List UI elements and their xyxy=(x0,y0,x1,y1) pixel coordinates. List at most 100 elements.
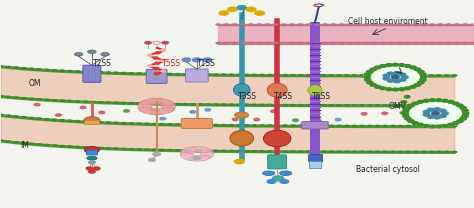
Circle shape xyxy=(405,104,411,107)
Circle shape xyxy=(374,74,381,77)
Circle shape xyxy=(240,23,246,26)
Circle shape xyxy=(113,121,119,124)
Ellipse shape xyxy=(151,107,174,115)
Circle shape xyxy=(281,23,287,26)
Circle shape xyxy=(438,23,443,26)
Circle shape xyxy=(366,70,373,73)
Circle shape xyxy=(0,139,4,142)
Circle shape xyxy=(21,67,27,70)
Circle shape xyxy=(267,150,273,153)
Circle shape xyxy=(0,95,4,98)
Circle shape xyxy=(382,125,388,127)
Circle shape xyxy=(447,100,454,103)
Circle shape xyxy=(408,120,414,123)
Circle shape xyxy=(267,104,273,106)
Circle shape xyxy=(359,74,365,77)
Ellipse shape xyxy=(264,130,291,147)
Ellipse shape xyxy=(139,98,163,106)
Circle shape xyxy=(336,150,342,153)
Text: T3SS: T3SS xyxy=(238,92,257,101)
Circle shape xyxy=(264,42,270,44)
Circle shape xyxy=(298,104,304,106)
Circle shape xyxy=(59,99,65,102)
Circle shape xyxy=(282,104,288,106)
Circle shape xyxy=(420,76,427,79)
Circle shape xyxy=(128,122,135,125)
Circle shape xyxy=(413,104,419,107)
Circle shape xyxy=(380,64,386,67)
Circle shape xyxy=(313,124,319,127)
Circle shape xyxy=(219,11,228,15)
Circle shape xyxy=(236,103,242,106)
Circle shape xyxy=(335,118,341,121)
Circle shape xyxy=(44,118,50,121)
Circle shape xyxy=(192,58,201,62)
Circle shape xyxy=(159,123,165,125)
Circle shape xyxy=(367,125,373,127)
Circle shape xyxy=(13,141,19,144)
Circle shape xyxy=(410,66,416,69)
Circle shape xyxy=(248,23,254,26)
Circle shape xyxy=(161,70,165,72)
Circle shape xyxy=(128,102,135,105)
Circle shape xyxy=(402,112,409,115)
FancyBboxPatch shape xyxy=(146,69,167,83)
Circle shape xyxy=(151,72,157,75)
Circle shape xyxy=(205,109,210,111)
Circle shape xyxy=(429,125,436,128)
Circle shape xyxy=(182,103,188,106)
Circle shape xyxy=(401,76,408,79)
Ellipse shape xyxy=(263,171,275,176)
Circle shape xyxy=(151,149,157,151)
Circle shape xyxy=(423,124,429,127)
Circle shape xyxy=(330,23,336,26)
Circle shape xyxy=(417,100,424,103)
Circle shape xyxy=(232,23,237,26)
Circle shape xyxy=(359,104,365,107)
Circle shape xyxy=(21,142,27,145)
Circle shape xyxy=(442,99,448,102)
Circle shape xyxy=(418,70,424,73)
Circle shape xyxy=(453,102,459,105)
Circle shape xyxy=(400,111,406,114)
Circle shape xyxy=(374,85,381,88)
Circle shape xyxy=(436,104,442,107)
Circle shape xyxy=(228,103,235,106)
Circle shape xyxy=(436,125,442,128)
Circle shape xyxy=(244,124,250,127)
Circle shape xyxy=(5,96,11,98)
Circle shape xyxy=(80,106,86,109)
Circle shape xyxy=(167,103,173,105)
Circle shape xyxy=(404,64,411,67)
Circle shape xyxy=(267,74,273,76)
Circle shape xyxy=(144,123,150,125)
Circle shape xyxy=(267,124,273,127)
Circle shape xyxy=(398,125,404,127)
Circle shape xyxy=(205,124,211,126)
Circle shape xyxy=(52,118,58,121)
Circle shape xyxy=(305,150,311,153)
FancyBboxPatch shape xyxy=(181,119,212,128)
Circle shape xyxy=(313,74,319,77)
Circle shape xyxy=(90,71,96,73)
Circle shape xyxy=(451,125,457,128)
Circle shape xyxy=(423,99,429,102)
Circle shape xyxy=(205,149,211,152)
Ellipse shape xyxy=(235,112,249,118)
Circle shape xyxy=(365,78,371,81)
Circle shape xyxy=(382,74,388,77)
Circle shape xyxy=(394,80,400,83)
Circle shape xyxy=(344,104,350,107)
Circle shape xyxy=(36,68,42,71)
Circle shape xyxy=(224,23,229,26)
Circle shape xyxy=(405,125,411,127)
Circle shape xyxy=(220,150,227,152)
Circle shape xyxy=(90,121,96,123)
Circle shape xyxy=(0,114,4,116)
Circle shape xyxy=(232,118,238,121)
Circle shape xyxy=(374,125,381,127)
Circle shape xyxy=(161,49,165,51)
Circle shape xyxy=(313,150,319,153)
Circle shape xyxy=(290,124,296,127)
Text: T6SS: T6SS xyxy=(311,92,331,101)
